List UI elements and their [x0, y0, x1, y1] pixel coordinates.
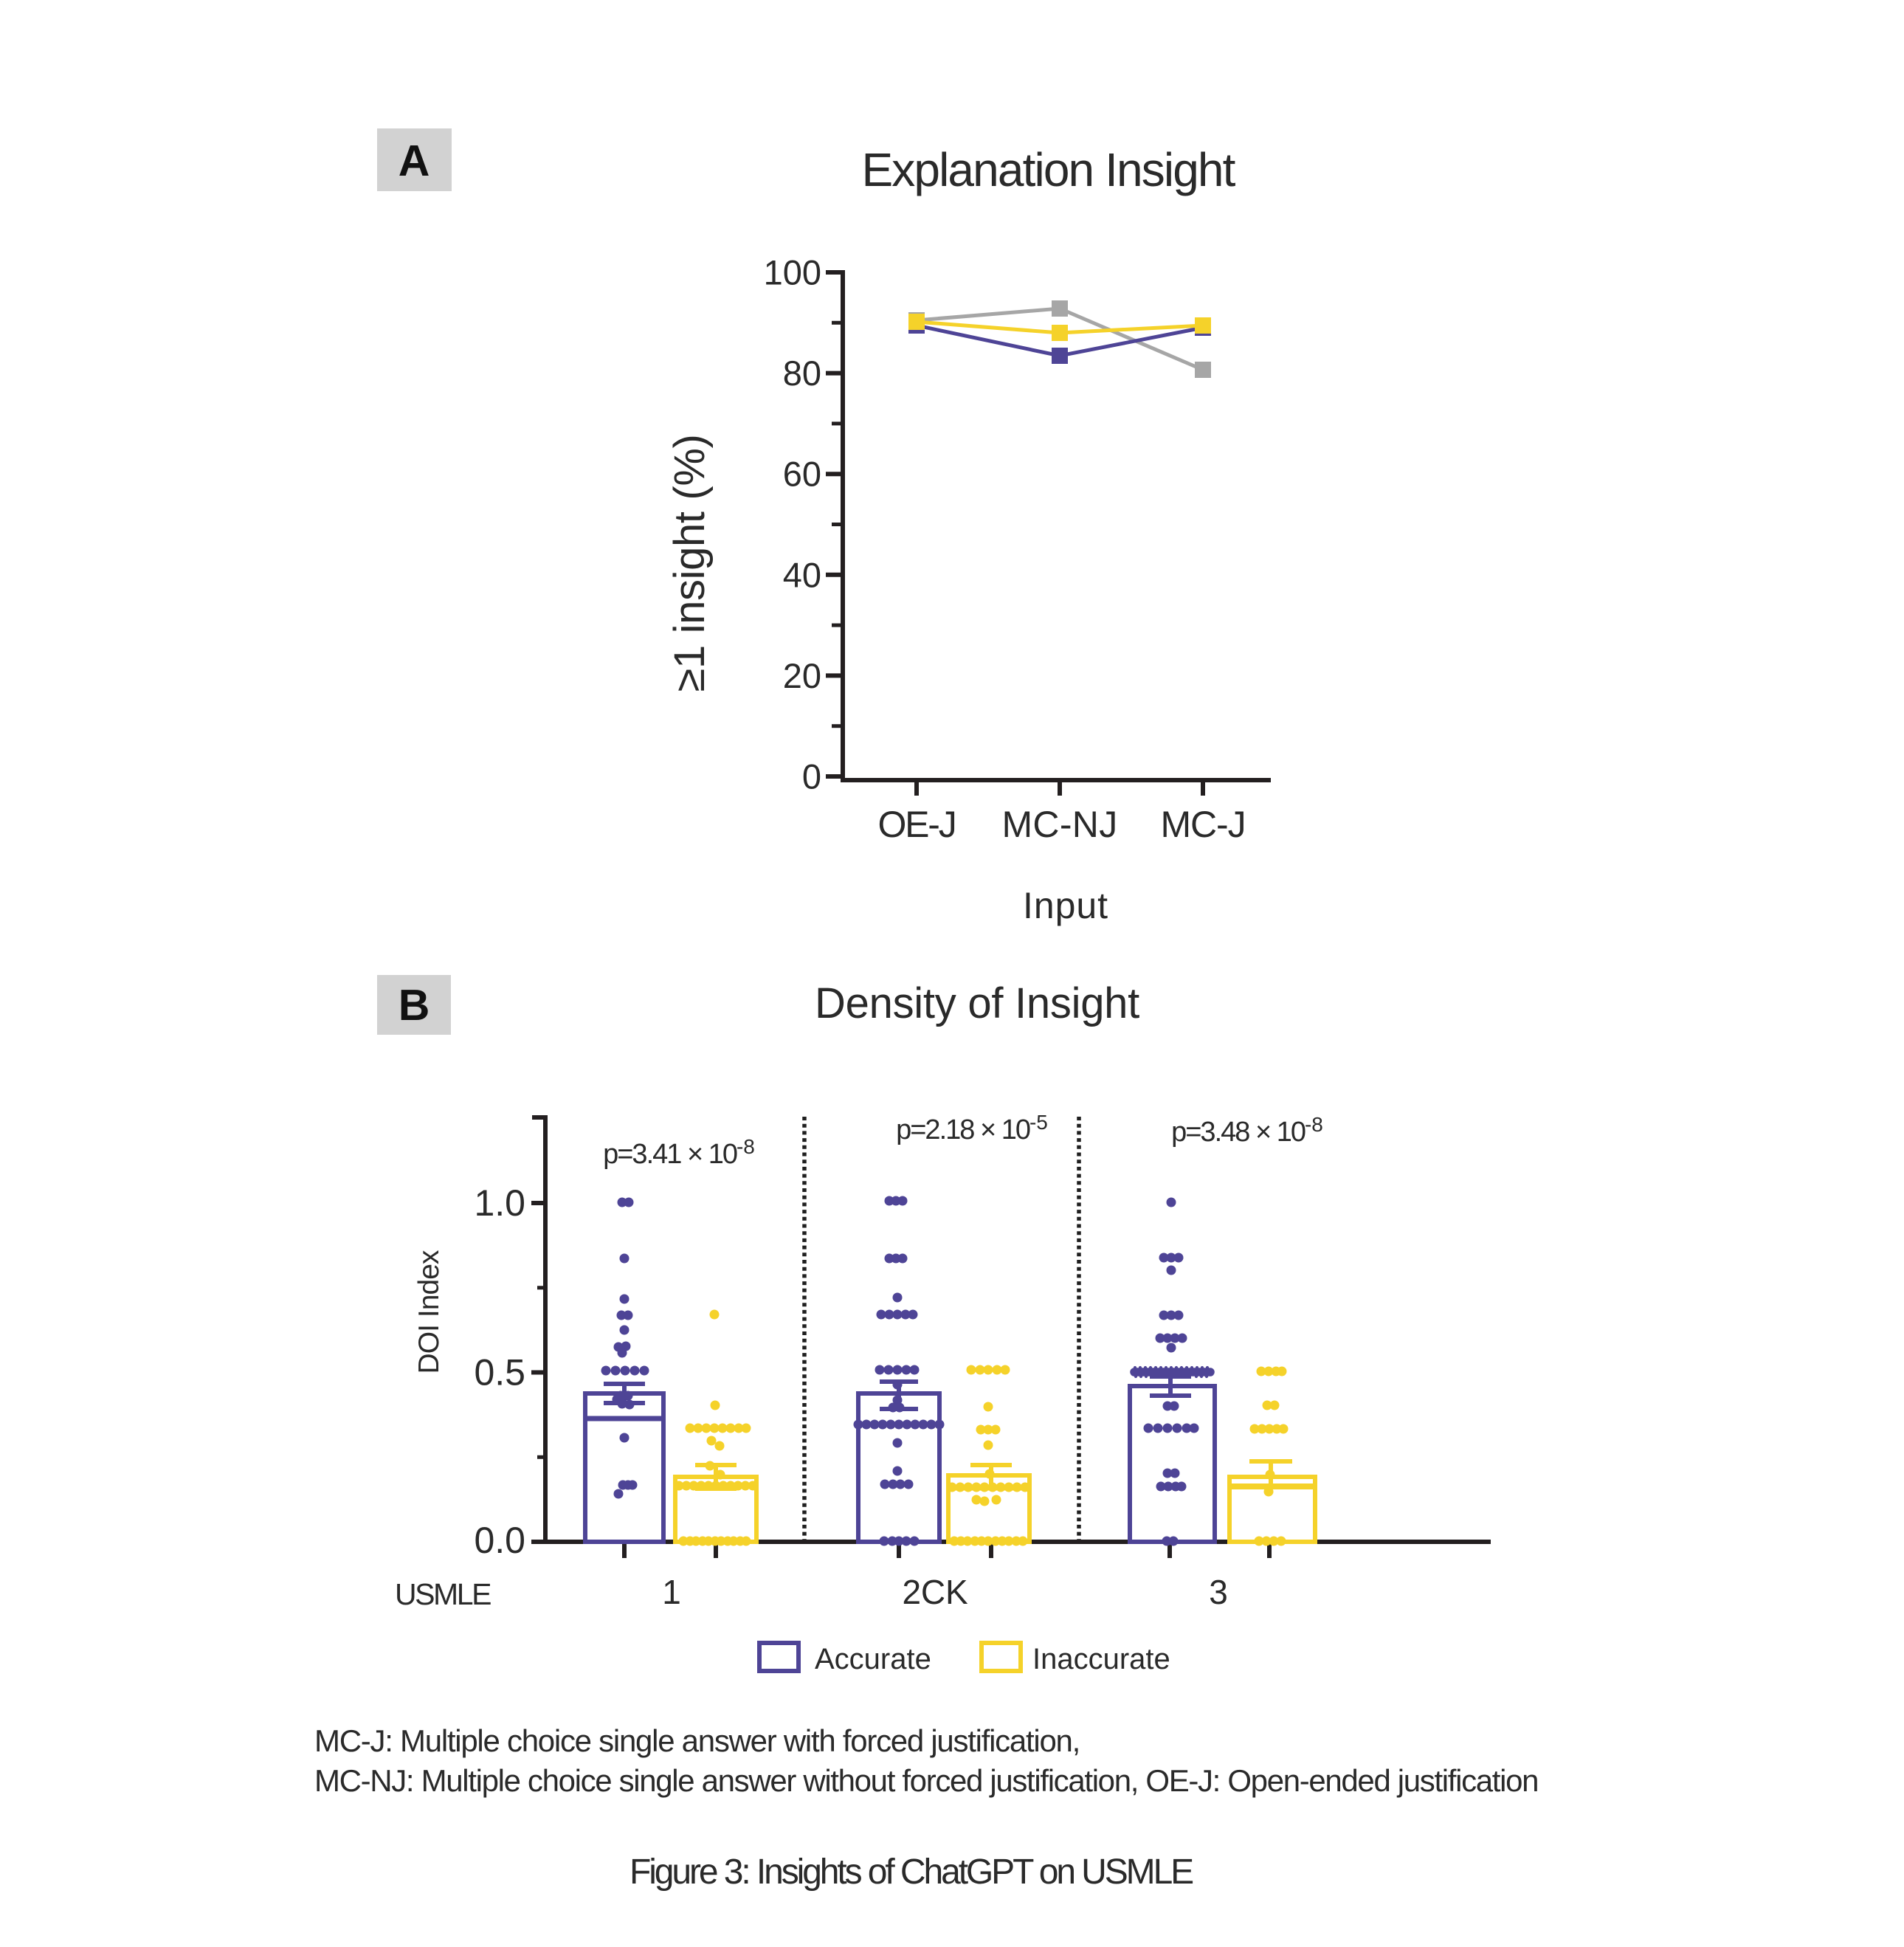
- svg-text:0.5: 0.5: [474, 1352, 525, 1393]
- svg-text:40: 40: [783, 555, 821, 594]
- svg-text:1: 1: [662, 1573, 681, 1611]
- svg-text:B: B: [399, 981, 430, 1030]
- svg-text:p=3.48 × 10-8: p=3.48 × 10-8: [1171, 1113, 1323, 1148]
- svg-text:Accurate: Accurate: [815, 1643, 931, 1675]
- svg-text:0: 0: [802, 757, 821, 796]
- svg-text:Explanation Insight: Explanation Insight: [861, 143, 1235, 196]
- svg-text:p=2.18 × 10-5: p=2.18 × 10-5: [896, 1111, 1048, 1145]
- svg-text:A: A: [399, 137, 430, 185]
- svg-text:20: 20: [783, 656, 821, 695]
- svg-text:MC-NJ: MC-NJ: [1001, 804, 1117, 845]
- svg-text:Input: Input: [1023, 885, 1108, 926]
- svg-text:OE-J: OE-J: [877, 804, 955, 845]
- svg-text:80: 80: [783, 354, 821, 393]
- svg-text:Figure 3: Insights of ChatGPT: Figure 3: Insights of ChatGPT on USMLE: [630, 1853, 1193, 1892]
- svg-text:0.0: 0.0: [474, 1520, 525, 1561]
- svg-text:100: 100: [764, 253, 821, 292]
- svg-text:60: 60: [783, 455, 821, 494]
- svg-text:MC-NJ: Multiple choice single: MC-NJ: Multiple choice single answer wit…: [314, 1763, 1538, 1798]
- svg-text:p=3.41 × 10-8: p=3.41 × 10-8: [603, 1135, 755, 1170]
- svg-text:≥1 insight (%): ≥1 insight (%): [666, 435, 714, 692]
- svg-text:1.0: 1.0: [474, 1182, 525, 1224]
- svg-text:MC-J: Multiple choice single a: MC-J: Multiple choice single answer with…: [314, 1723, 1080, 1758]
- svg-text:USMLE: USMLE: [395, 1577, 491, 1611]
- svg-text:3: 3: [1209, 1573, 1228, 1611]
- svg-text:MC-J: MC-J: [1160, 804, 1245, 845]
- svg-text:Inaccurate: Inaccurate: [1032, 1643, 1170, 1675]
- svg-text:2CK: 2CK: [903, 1573, 968, 1611]
- svg-text:DOI Index: DOI Index: [413, 1250, 445, 1374]
- svg-text:Density of Insight: Density of Insight: [815, 979, 1139, 1027]
